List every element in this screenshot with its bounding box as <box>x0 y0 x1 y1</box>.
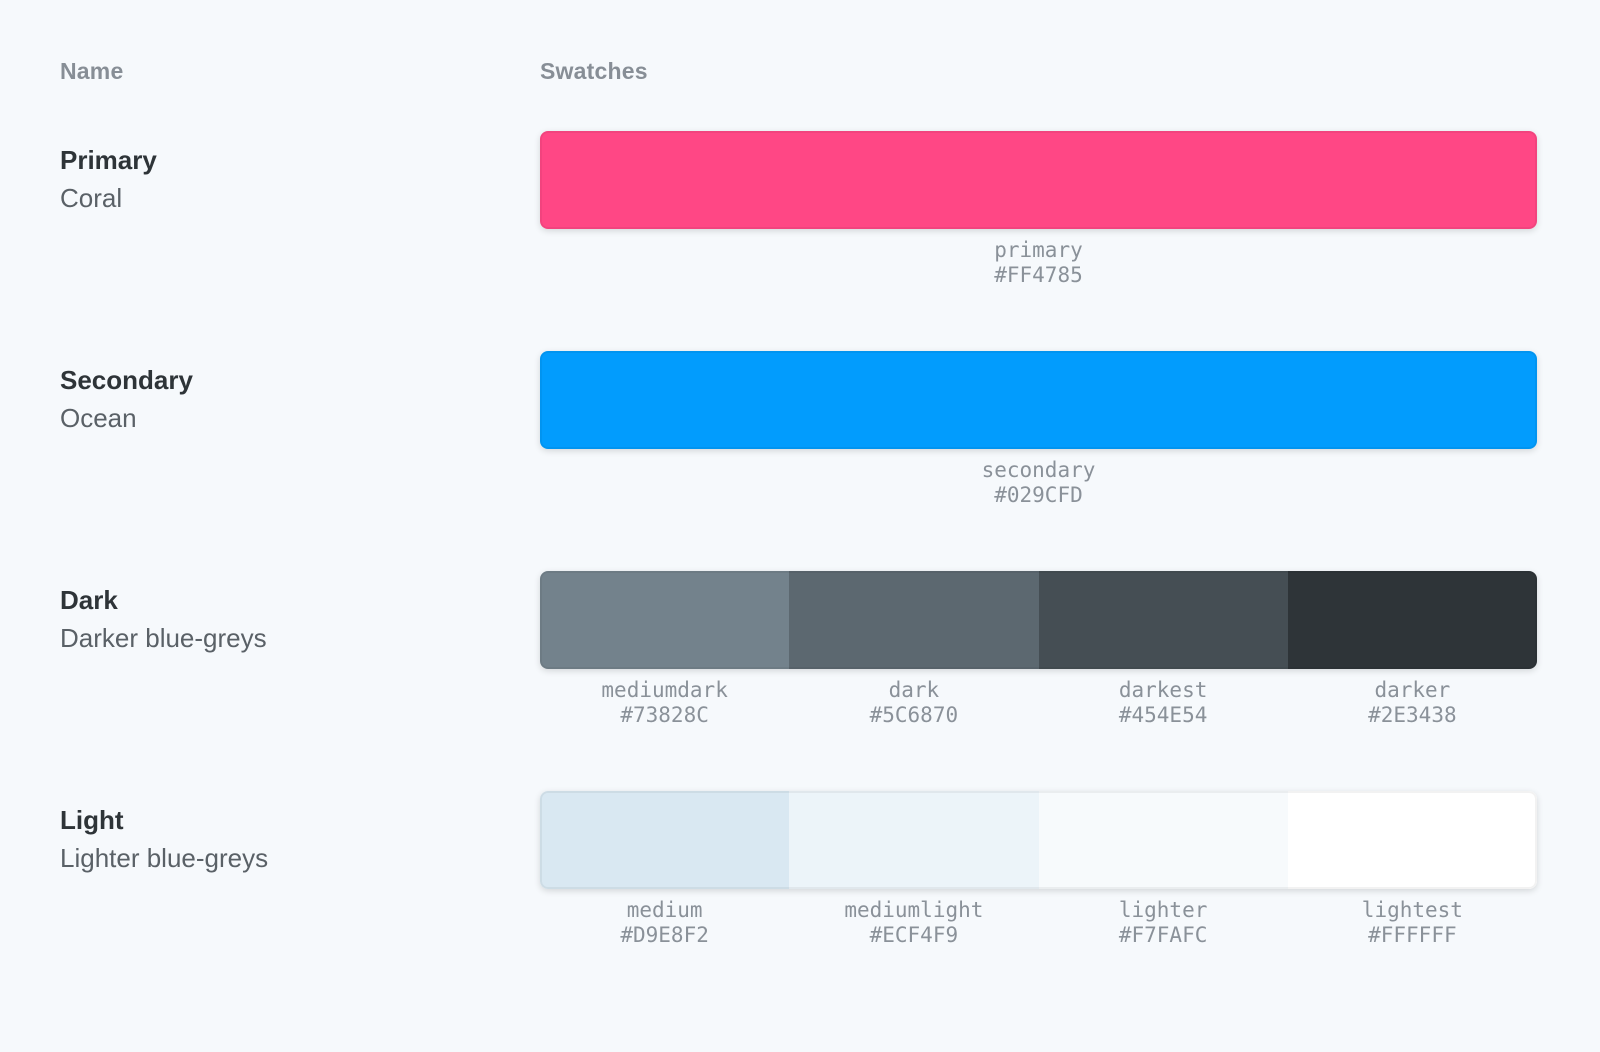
swatch-hex: #5C6870 <box>869 703 959 727</box>
swatch-label: lighter #F7FAFC <box>1039 898 1288 948</box>
palette-row-info: Light Lighter blue-greys <box>60 791 540 948</box>
swatch-name: darker <box>1374 678 1451 702</box>
palette-row-title: Dark <box>60 585 118 615</box>
column-header-swatches: Swatches <box>540 58 648 84</box>
color-swatch <box>1287 571 1537 669</box>
color-swatch <box>789 791 1039 889</box>
palette-row-subtitle: Ocean <box>60 403 137 433</box>
swatch-label: secondary #029CFD <box>540 458 1537 508</box>
swatch-label: dark #5C6870 <box>789 678 1038 728</box>
swatch-hex: #F7FAFC <box>1118 923 1208 947</box>
swatch-name: dark <box>888 678 940 702</box>
palette-row-title: Light <box>60 805 124 835</box>
palette-row-info: Secondary Ocean <box>60 351 540 508</box>
palette-row-light: Light Lighter blue-greys medium #D9E8F2 … <box>60 791 1537 948</box>
color-palette: Name Swatches Primary Coral primary #FF4… <box>60 58 1537 948</box>
swatch-name: primary <box>994 238 1083 262</box>
palette-row-secondary: Secondary Ocean secondary #029CFD <box>60 351 1537 508</box>
swatch-group <box>540 571 1537 669</box>
swatch-name: mediumlight <box>844 898 984 922</box>
swatch-column: medium #D9E8F2 mediumlight #ECF4F9 light… <box>540 791 1537 948</box>
swatch-label: lightest #FFFFFF <box>1288 898 1537 948</box>
palette-row-subtitle: Coral <box>60 183 123 213</box>
swatch-hex: #2E3438 <box>1368 703 1457 727</box>
swatch-hex: #FF4785 <box>994 263 1083 287</box>
swatch-name: medium <box>626 898 703 922</box>
swatch-hex: #D9E8F2 <box>620 923 709 947</box>
swatch-hex: #029CFD <box>994 483 1083 507</box>
color-swatch <box>540 351 1537 449</box>
palette-row-dark: Dark Darker blue-greys mediumdark #73828… <box>60 571 1537 728</box>
palette-row-title: Primary <box>60 145 157 175</box>
swatch-labels: primary #FF4785 <box>540 238 1537 288</box>
swatch-labels: mediumdark #73828C dark #5C6870 darkest … <box>540 678 1537 728</box>
swatch-column: primary #FF4785 <box>540 131 1537 288</box>
color-swatch <box>1038 791 1288 889</box>
swatch-hex: #454E54 <box>1118 703 1208 727</box>
swatch-group <box>540 791 1537 889</box>
swatch-name: lightest <box>1361 898 1463 922</box>
swatch-label: darkest #454E54 <box>1039 678 1288 728</box>
swatch-group <box>540 351 1537 449</box>
swatch-column: secondary #029CFD <box>540 351 1537 508</box>
swatch-hex: #ECF4F9 <box>869 923 959 947</box>
palette-row-primary: Primary Coral primary #FF4785 <box>60 131 1537 288</box>
swatch-name: darkest <box>1118 678 1208 702</box>
swatch-labels: secondary #029CFD <box>540 458 1537 508</box>
palette-row-info: Primary Coral <box>60 131 540 288</box>
color-swatch <box>540 791 790 889</box>
palette-row-title: Secondary <box>60 365 193 395</box>
color-swatch <box>789 571 1039 669</box>
palette-row-subtitle: Lighter blue-greys <box>60 843 269 873</box>
swatch-label: primary #FF4785 <box>540 238 1537 288</box>
swatch-labels: medium #D9E8F2 mediumlight #ECF4F9 light… <box>540 898 1537 948</box>
color-swatch <box>1038 571 1288 669</box>
column-header-name: Name <box>60 58 124 84</box>
palette-row-subtitle: Darker blue-greys <box>60 623 267 653</box>
swatch-hex: #FFFFFF <box>1368 923 1457 947</box>
swatch-column: mediumdark #73828C dark #5C6870 darkest … <box>540 571 1537 728</box>
swatch-label: darker #2E3438 <box>1288 678 1537 728</box>
swatch-label: mediumlight #ECF4F9 <box>789 898 1038 948</box>
swatch-label: medium #D9E8F2 <box>540 898 789 948</box>
color-swatch <box>1287 791 1537 889</box>
swatch-hex: #73828C <box>620 703 709 727</box>
swatch-name: lighter <box>1118 898 1208 922</box>
swatch-label: mediumdark #73828C <box>540 678 789 728</box>
swatch-name: mediumdark <box>601 678 728 702</box>
color-swatch <box>540 571 790 669</box>
color-swatch <box>540 131 1537 229</box>
swatch-name: secondary <box>981 458 1096 482</box>
palette-row-info: Dark Darker blue-greys <box>60 571 540 728</box>
swatch-group <box>540 131 1537 229</box>
palette-header-row: Name Swatches <box>60 58 1537 85</box>
